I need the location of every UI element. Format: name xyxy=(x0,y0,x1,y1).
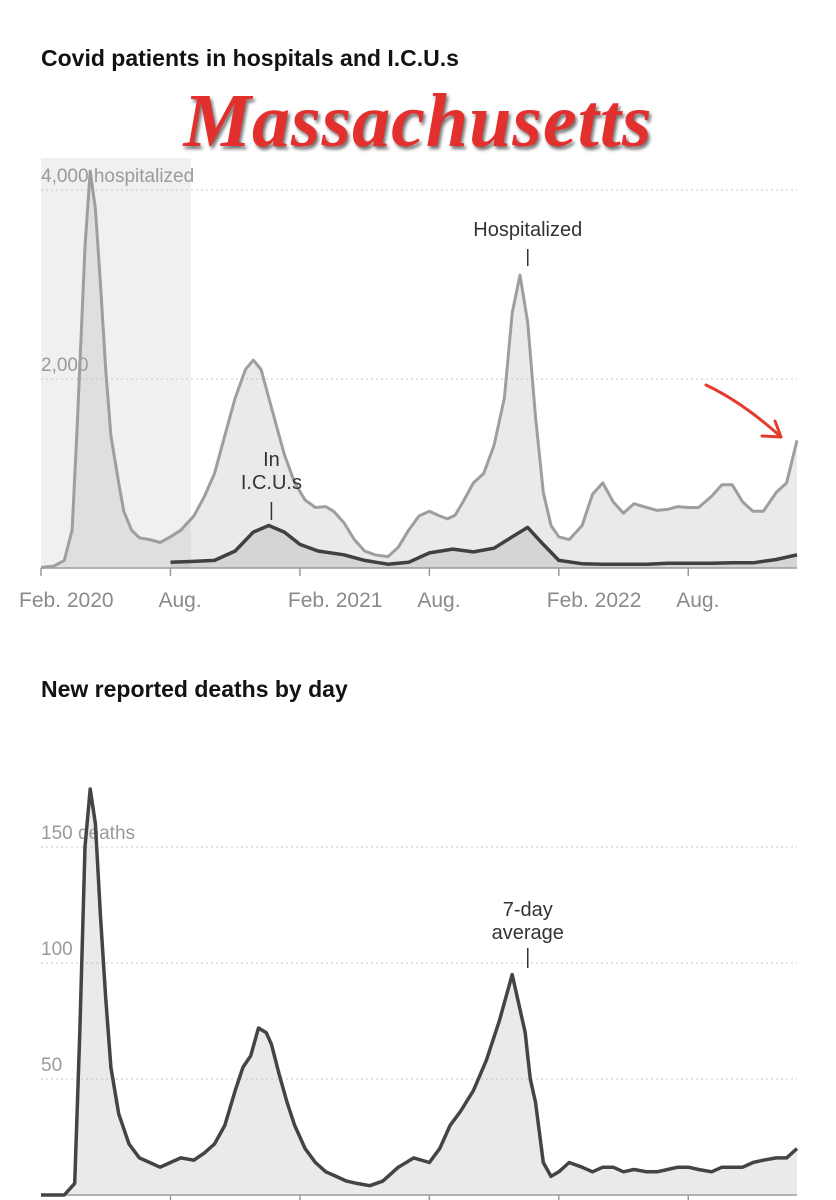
red-arrow-line xyxy=(704,383,782,438)
series-area-hospitalized xyxy=(41,171,797,568)
series-line-7-day-average xyxy=(41,787,799,1197)
state-label-overlay: Massachusetts xyxy=(183,79,653,163)
hospital-chart: 4,000 hospitalized 2,000 Feb. 2020 Aug. Feb… xyxy=(19,158,799,612)
annotation-label: average xyxy=(492,922,564,944)
x-tick-label: Feb. 2021 xyxy=(288,589,383,612)
series-area-7-day-average xyxy=(41,789,797,1195)
annotation-label: Hospitalized xyxy=(473,219,582,241)
series-area-in-i-c-u-s xyxy=(170,525,797,568)
x-tick-label: Aug. xyxy=(158,589,201,612)
series-line-in-i-c-u-s xyxy=(170,523,798,566)
y-tick-label: 100 xyxy=(41,939,73,960)
early-period-shade xyxy=(41,158,191,568)
red-arrow-annotation xyxy=(704,383,783,439)
hospital-chart-title: Covid patients in hospitals and I.C.U.s xyxy=(41,45,459,71)
deaths-chart-title: New reported deaths by day xyxy=(41,676,348,702)
series-line-hospitalized xyxy=(40,169,799,569)
y-tick-label: 50 xyxy=(41,1055,62,1076)
x-tick-label: Feb. 2020 xyxy=(19,589,114,612)
y-tick-label: 150 deaths xyxy=(41,823,135,844)
annotation-label: 7-day xyxy=(503,899,553,921)
annotation-label: In xyxy=(263,449,280,471)
y-tick-label: 2,000 xyxy=(41,355,89,376)
annotation-label: I.C.U.s xyxy=(241,472,302,494)
x-tick-label: Aug. xyxy=(417,589,460,612)
x-tick-label: Feb. 2022 xyxy=(547,589,642,612)
red-arrow-head xyxy=(760,419,783,439)
y-tick-label: 4,000 hospitalized xyxy=(41,166,194,187)
x-tick-label: Aug. xyxy=(676,589,719,612)
